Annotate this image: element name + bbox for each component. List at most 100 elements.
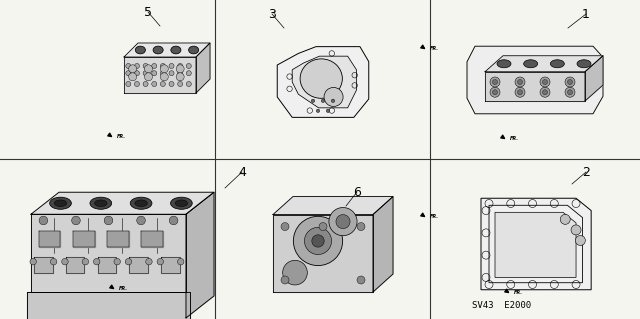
Circle shape: [129, 65, 137, 73]
Circle shape: [568, 79, 573, 85]
Circle shape: [125, 258, 132, 265]
Circle shape: [82, 258, 89, 265]
Polygon shape: [485, 56, 603, 72]
Circle shape: [490, 87, 500, 97]
Ellipse shape: [131, 197, 152, 209]
Circle shape: [169, 71, 174, 76]
Circle shape: [160, 73, 168, 81]
Ellipse shape: [153, 46, 163, 54]
Circle shape: [565, 87, 575, 97]
Ellipse shape: [90, 197, 111, 209]
Circle shape: [126, 71, 131, 76]
Ellipse shape: [135, 46, 145, 54]
Circle shape: [281, 276, 289, 284]
Polygon shape: [585, 56, 603, 101]
Circle shape: [565, 77, 575, 87]
Polygon shape: [31, 192, 214, 214]
Circle shape: [134, 71, 140, 76]
Circle shape: [160, 65, 168, 73]
Polygon shape: [467, 46, 603, 114]
Circle shape: [152, 81, 157, 86]
Polygon shape: [73, 231, 95, 247]
Circle shape: [178, 71, 182, 76]
Text: FR.: FR.: [119, 286, 128, 292]
Polygon shape: [196, 43, 210, 93]
Circle shape: [518, 90, 522, 95]
Circle shape: [312, 235, 324, 247]
Circle shape: [493, 79, 497, 85]
Circle shape: [293, 216, 342, 266]
Polygon shape: [31, 214, 186, 292]
Circle shape: [157, 258, 163, 265]
Ellipse shape: [497, 60, 511, 68]
Ellipse shape: [175, 200, 188, 206]
Circle shape: [311, 99, 315, 102]
Polygon shape: [129, 257, 148, 272]
Circle shape: [30, 258, 36, 265]
Circle shape: [145, 65, 152, 73]
Circle shape: [357, 223, 365, 231]
Circle shape: [178, 63, 182, 69]
Circle shape: [571, 225, 581, 235]
Circle shape: [161, 63, 165, 69]
Polygon shape: [373, 197, 393, 292]
Circle shape: [51, 258, 57, 265]
Circle shape: [146, 258, 152, 265]
Polygon shape: [34, 257, 52, 272]
Circle shape: [169, 216, 178, 225]
Circle shape: [332, 99, 335, 102]
Circle shape: [145, 73, 152, 81]
Text: 2: 2: [582, 166, 590, 179]
Circle shape: [134, 81, 140, 86]
Circle shape: [176, 73, 184, 81]
Circle shape: [176, 65, 184, 73]
Polygon shape: [27, 292, 190, 319]
Polygon shape: [39, 231, 60, 247]
Ellipse shape: [550, 60, 564, 68]
Circle shape: [319, 223, 327, 231]
Polygon shape: [161, 257, 180, 272]
Polygon shape: [481, 198, 591, 290]
Text: 1: 1: [582, 8, 590, 20]
Ellipse shape: [54, 200, 67, 206]
Ellipse shape: [170, 197, 192, 209]
Text: FR.: FR.: [514, 291, 523, 295]
Circle shape: [326, 109, 330, 113]
Circle shape: [305, 227, 332, 255]
Ellipse shape: [171, 46, 181, 54]
Polygon shape: [124, 43, 210, 57]
Text: FR.: FR.: [510, 137, 519, 142]
Circle shape: [114, 258, 120, 265]
Circle shape: [283, 260, 307, 285]
Ellipse shape: [50, 197, 71, 209]
Text: 6: 6: [353, 186, 361, 198]
Circle shape: [575, 235, 586, 246]
Text: FR.: FR.: [117, 135, 126, 139]
Circle shape: [169, 63, 174, 69]
Ellipse shape: [135, 200, 147, 206]
Polygon shape: [107, 231, 129, 247]
Text: 3: 3: [268, 8, 276, 20]
Circle shape: [93, 258, 100, 265]
Text: FR.: FR.: [430, 47, 439, 51]
Circle shape: [161, 71, 165, 76]
Circle shape: [137, 216, 145, 225]
Text: 5: 5: [144, 5, 152, 19]
Circle shape: [126, 81, 131, 86]
Ellipse shape: [95, 200, 107, 206]
Circle shape: [186, 81, 191, 86]
Polygon shape: [277, 47, 369, 117]
Polygon shape: [141, 231, 163, 247]
Circle shape: [336, 215, 350, 229]
Circle shape: [543, 79, 547, 85]
Circle shape: [134, 63, 140, 69]
Polygon shape: [273, 215, 373, 292]
Circle shape: [61, 258, 68, 265]
Circle shape: [515, 77, 525, 87]
Circle shape: [357, 276, 365, 284]
Polygon shape: [485, 72, 585, 101]
Circle shape: [104, 216, 113, 225]
Circle shape: [186, 71, 191, 76]
Circle shape: [143, 71, 148, 76]
Circle shape: [169, 81, 174, 86]
